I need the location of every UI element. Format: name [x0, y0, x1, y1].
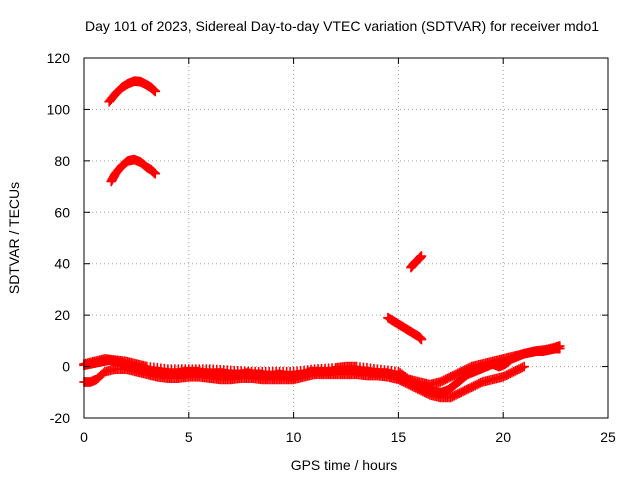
data-point-fill — [444, 372, 454, 383]
data-point — [150, 86, 161, 97]
y-tick-label: 40 — [54, 256, 70, 272]
data-point — [519, 361, 529, 372]
data-point-fill — [454, 367, 465, 378]
data-point-fill — [514, 364, 524, 374]
data-point-fill — [463, 384, 474, 394]
data-point — [456, 366, 467, 377]
data-point-fill — [473, 378, 484, 389]
y-tick-label: 120 — [47, 50, 71, 66]
data-point — [446, 392, 456, 403]
data-point-fill — [465, 362, 475, 373]
data-point-fill — [442, 373, 453, 384]
data-point-fill — [452, 389, 463, 399]
data-point-fill — [461, 384, 472, 395]
data-point-fill — [510, 366, 521, 376]
data-point-fill — [418, 386, 428, 397]
x-tick-label: 15 — [391, 429, 407, 445]
data-point-fill — [470, 380, 481, 391]
data-point — [416, 334, 427, 345]
data-point-fill — [439, 375, 449, 386]
data-point-fill — [461, 364, 472, 374]
data-point-fill — [472, 379, 482, 390]
tick-layer: 0 5 10 15 20 25 -20 0 20 40 60 80 100 120 — [47, 50, 616, 445]
series-arc-upper-80 — [106, 154, 161, 187]
data-point-fill — [437, 376, 447, 386]
y-tick-label: 80 — [54, 153, 70, 169]
data-point-fill — [503, 369, 514, 380]
y-tick-label: 100 — [47, 101, 71, 117]
data-point-fill — [463, 363, 474, 374]
data-point-fill — [465, 383, 475, 393]
data-marks — [79, 76, 565, 403]
data-point — [498, 372, 508, 382]
data-point — [554, 341, 565, 351]
data-point-fill — [402, 373, 412, 383]
data-point-fill — [451, 390, 461, 400]
x-axis-label: GPS time / hours — [291, 457, 398, 473]
series-arc-upper-110 — [104, 76, 161, 107]
series-band-lower-edge — [79, 361, 529, 403]
data-point-fill — [459, 365, 470, 375]
plot-frame — [83, 57, 609, 419]
x-tick-label: 5 — [185, 429, 193, 445]
data-point-fill — [423, 389, 433, 399]
data-point-fill — [447, 391, 458, 402]
series-segment-40 — [406, 251, 427, 273]
data-point-fill — [507, 367, 517, 378]
data-point-fill — [447, 371, 458, 381]
data-point-fill — [452, 368, 463, 379]
data-point-fill — [500, 371, 510, 381]
data-point-fill — [449, 370, 460, 380]
data-point — [446, 372, 456, 382]
data-point-fill — [505, 368, 515, 379]
data-point — [435, 377, 446, 387]
data-point — [456, 387, 467, 398]
data-point — [414, 384, 425, 395]
data-point — [393, 374, 404, 385]
data-point-fill — [458, 366, 468, 376]
x-tick-label: 0 — [80, 429, 88, 445]
data-point-fill — [515, 363, 526, 374]
data-point-fill — [419, 387, 430, 398]
chart-title: Day 101 of 2023, Sidereal Day-to-day VTE… — [85, 18, 599, 34]
y-tick-label: 0 — [62, 359, 70, 375]
y-tick-label: 60 — [54, 204, 70, 220]
x-tick-label: 25 — [600, 429, 616, 445]
data-point-fill — [512, 365, 522, 375]
y-axis-label: SDTVAR / TECUs — [6, 182, 22, 294]
data-point — [466, 382, 477, 392]
x-tick-label: 20 — [495, 429, 511, 445]
data-point-fill — [459, 385, 470, 396]
data-point-fill — [416, 385, 426, 396]
data-point — [508, 366, 519, 377]
y-tick-label: 20 — [54, 307, 70, 323]
data-point-fill — [517, 362, 528, 373]
data-point-fill — [468, 381, 479, 392]
data-point-fill — [451, 369, 461, 380]
data-point — [150, 168, 161, 179]
data-point-fill — [421, 388, 432, 398]
series-segment-20 — [383, 312, 427, 345]
x-tick-label: 10 — [286, 429, 302, 445]
y-tick-label: -20 — [50, 410, 70, 426]
data-point-fill — [458, 386, 468, 397]
data-point-fill — [454, 388, 465, 398]
series-band-upper-edge — [79, 341, 565, 390]
data-point — [416, 251, 427, 261]
data-point-fill — [475, 378, 486, 388]
data-point-fill — [440, 374, 451, 385]
data-point-fill — [449, 390, 460, 401]
data-point-fill — [501, 370, 512, 380]
